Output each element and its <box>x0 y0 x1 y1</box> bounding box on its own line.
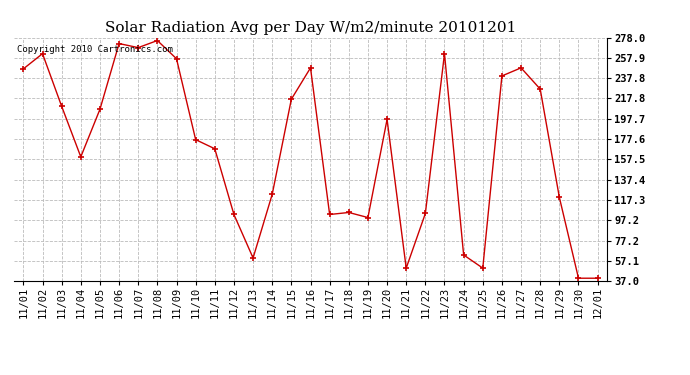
Title: Solar Radiation Avg per Day W/m2/minute 20101201: Solar Radiation Avg per Day W/m2/minute … <box>105 21 516 35</box>
Text: Copyright 2010 Cartronics.com: Copyright 2010 Cartronics.com <box>17 45 172 54</box>
